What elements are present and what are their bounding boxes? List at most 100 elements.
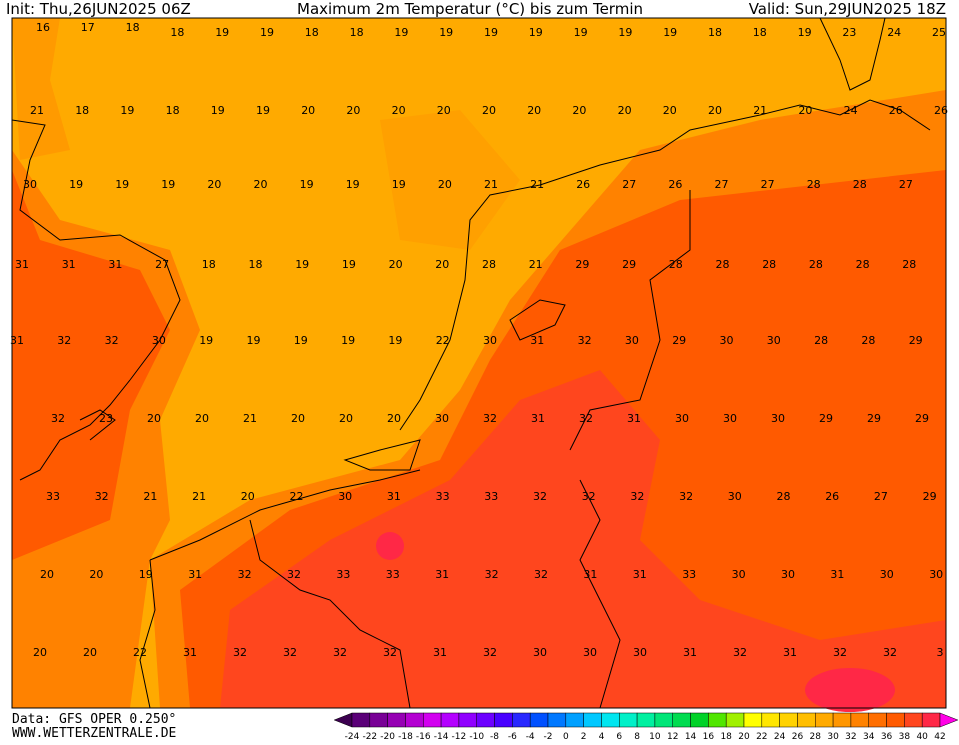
colorbar-swatch [904,712,923,728]
temperature-value: 19 [663,26,677,39]
map-frame [11,17,947,709]
temperature-value: 19 [161,178,175,191]
colorbar-label: 22 [756,732,767,741]
temperature-value: 20 [435,258,449,271]
temperature-value: 32 [578,334,592,347]
colorbar-swatch [832,712,852,728]
temperature-value: 30 [880,568,894,581]
temperature-value: 30 [152,334,166,347]
temperature-value: 30 [720,334,734,347]
temperature-value: 26 [825,490,839,503]
temperature-value: 33 [484,490,498,503]
border-france-belgium [249,519,411,709]
temperature-value: 19 [394,26,408,39]
temperature-value: 26 [934,104,948,117]
temperature-value: 29 [622,258,636,271]
colorbar-label: -8 [490,732,499,741]
temperature-value: 19 [574,26,588,39]
temperature-value: 19 [484,26,498,39]
temperature-value: 19 [439,26,453,39]
temperature-value: 32 [582,490,596,503]
temperature-value: 29 [915,412,929,425]
temperature-value: 18 [126,21,140,34]
temperature-value: 28 [861,334,875,347]
temperature-value: 20 [346,104,360,117]
temperature-value: 21 [529,258,543,271]
temperature-value: 32 [733,646,747,659]
temperature-value: 32 [283,646,297,659]
coast-ijsselmeer [509,299,566,341]
colorbar-label: 12 [667,732,678,741]
temperature-value: 29 [909,334,923,347]
colorbar-label: -2 [544,732,553,741]
colorbar-label: -6 [508,732,517,741]
temperature-value: 20 [195,412,209,425]
colorbar-swatch [369,712,388,728]
temperature-value: 26 [889,104,903,117]
colorbar: -24 -22 -20 -18 -16 -14 -12 -10 -8 -6 -4 -2 0 2 4 6 8 10 1… [333,712,959,742]
colorbar-swatch [797,712,816,728]
temperature-value: 32 [483,412,497,425]
temperature-value: 31 [783,646,797,659]
temperature-value: 31 [531,412,545,425]
temperature-value: 28 [853,178,867,191]
temperature-value: 32 [579,412,593,425]
temperature-value: 22 [133,646,147,659]
field-hotspot [376,532,404,560]
temperature-value: 30 [728,490,742,503]
colorbar-label: 20 [738,732,750,741]
coast-nl-de [399,99,931,431]
temperature-value: 19 [120,104,134,117]
colorbar-label: 38 [899,732,911,741]
temperature-value: 30 [723,412,737,425]
temperature-value: 23 [842,26,856,39]
temperature-value: 32 [630,490,644,503]
colorbar-swatch [636,712,656,728]
temperature-value: 24 [887,26,901,39]
coast-zeeland [343,439,421,471]
colorbar-swatch [440,712,460,728]
temperature-value: 32 [233,646,247,659]
temperature-value: 20 [663,104,677,117]
temperature-value: 32 [383,646,397,659]
temperature-value: 32 [238,568,252,581]
temperature-value: 20 [708,104,722,117]
temperature-value: 29 [867,412,881,425]
temperature-value: 26 [668,178,682,191]
colorbar-label: 16 [703,732,715,741]
temperature-value: 16 [36,21,50,34]
colorbar-label: -20 [380,732,395,741]
temperature-value: 30 [781,568,795,581]
temperature-value: 30 [483,334,497,347]
init-label: Init: Thu,26JUN2025 06Z [6,0,191,18]
colorbar-label: 28 [810,732,822,741]
map-title: Maximum 2m Temperatur (°C) bis zum Termi… [297,0,643,18]
temperature-value: 17 [81,21,95,34]
temperature-value: 29 [923,490,937,503]
colorbar-swatch [725,712,745,728]
colorbar-swatch [850,712,869,728]
colorbar-swatch [423,712,442,728]
temperature-value: 29 [575,258,589,271]
temperature-value: 19 [260,26,274,39]
temperature-value: 30 [929,568,943,581]
temperature-value: 19 [295,258,309,271]
temperature-value: 20 [207,178,221,191]
temperature-value: 20 [40,568,54,581]
temperature-value: 19 [341,334,355,347]
colorbar-swatch [512,712,531,728]
temperature-value: 20 [437,104,451,117]
colorbar-label: 2 [581,732,587,741]
temperature-value: 33 [386,568,400,581]
temperature-value: 32 [483,646,497,659]
temperature-value: 30 [338,490,352,503]
temperature-value: 19 [618,26,632,39]
temperature-value: 20 [482,104,496,117]
temperature-value: 22 [436,334,450,347]
temperature-value: 20 [527,104,541,117]
colorbar-swatch [815,712,834,728]
colorbar-swatch [672,712,691,728]
colorbar-label: 40 [916,732,928,741]
temperature-value: 27 [761,178,775,191]
temperature-value: 31 [188,568,202,581]
